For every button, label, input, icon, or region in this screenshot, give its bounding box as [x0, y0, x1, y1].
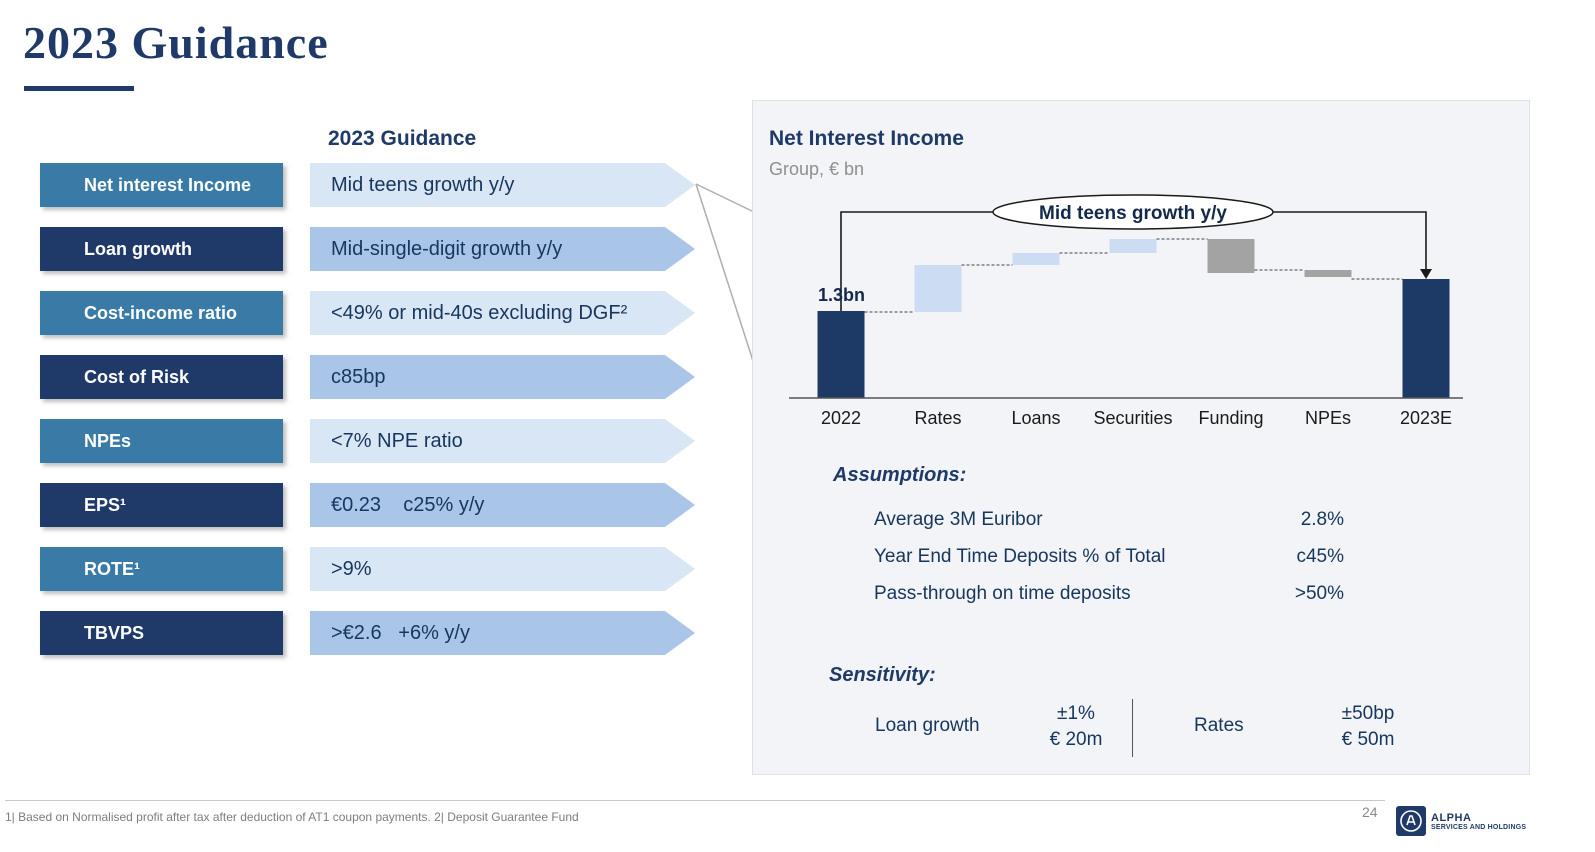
guidance-row-value-arrow: >€2.6 +6% y/y: [310, 611, 695, 655]
guidance-row-label: TBVPS: [40, 611, 283, 655]
assumption-label: Average 3M Euribor: [874, 508, 1043, 530]
guidance-row-value-arrow: €0.23 c25% y/y: [310, 483, 695, 527]
footnote: 1| Based on Normalised profit after tax …: [5, 810, 579, 824]
guidance-row: Loan growth Mid-single-digit growth y/y: [40, 227, 700, 271]
panel-subtitle: Group, € bn: [769, 159, 865, 179]
alpha-logo-icon: [1396, 806, 1426, 836]
logo-line1: ALPHA: [1431, 811, 1472, 824]
guidance-row-value-arrow: <7% NPE ratio: [310, 419, 695, 463]
guidance-row: Net interest Income Mid teens growth y/y: [40, 163, 700, 207]
svg-text:Securities: Securities: [1093, 408, 1172, 428]
guidance-row-value-arrow: >9%: [310, 547, 695, 591]
svg-text:NPEs: NPEs: [1305, 408, 1351, 428]
sensitivity-value-loan-growth: ±1% € 20m: [1001, 701, 1151, 753]
page-number: 24: [1362, 804, 1378, 820]
footer-divider: [5, 800, 1385, 801]
page-title: 2023 Guidance: [23, 17, 329, 68]
svg-text:Loans: Loans: [1011, 408, 1060, 428]
sensitivity-value-line: € 50m: [1341, 729, 1395, 750]
guidance-row-label: NPEs: [40, 419, 283, 463]
guidance-row-label: Cost of Risk: [40, 355, 283, 399]
assumption-row: Average 3M Euribor 2.8%: [874, 501, 1344, 538]
guidance-row-label: Cost-income ratio: [40, 291, 283, 335]
assumptions-heading: Assumptions:: [833, 464, 967, 486]
guidance-row: TBVPS >€2.6 +6% y/y: [40, 611, 700, 655]
waterfall-chart: 2022 Rates Loans Securities Funding NPEs 2023E…: [789, 194, 1463, 428]
assumption-label: Pass-through on time deposits: [874, 582, 1131, 604]
guidance-column-header: 2023 Guidance: [328, 127, 477, 150]
assumptions-list: Average 3M Euribor 2.8% Year End Time De…: [874, 501, 1344, 612]
logo-text: ALPHA SERVICES AND HOLDINGS: [1431, 812, 1526, 831]
sensitivity-value-line: ±50bp: [1341, 703, 1395, 724]
sensitivity-heading: Sensitivity:: [829, 664, 936, 686]
guidance-row-value-arrow: c85bp: [310, 355, 695, 399]
sensitivity-divider: [1132, 699, 1133, 757]
guidance-row: Cost of Risk c85bp: [40, 355, 700, 399]
guidance-row: ROTE¹ >9%: [40, 547, 700, 591]
guidance-row-label: ROTE¹: [40, 547, 283, 591]
guidance-row-label: EPS¹: [40, 483, 283, 527]
assumption-value: c45%: [1296, 545, 1344, 567]
assumption-value: >50%: [1294, 582, 1344, 604]
svg-text:Funding: Funding: [1198, 408, 1263, 428]
assumption-row: Pass-through on time deposits >50%: [874, 575, 1344, 612]
assumption-label: Year End Time Deposits % of Total: [874, 545, 1166, 567]
assumption-row: Year End Time Deposits % of Total c45%: [874, 538, 1344, 575]
guidance-row-value-arrow: Mid teens growth y/y: [310, 163, 695, 207]
guidance-row-value-arrow: <49% or mid-40s excluding DGF²: [310, 291, 695, 335]
guidance-row: EPS¹ €0.23 c25% y/y: [40, 483, 700, 527]
assumption-value: 2.8%: [1300, 508, 1344, 530]
sensitivity-value-line: € 20m: [1049, 729, 1103, 750]
panel-title: Net Interest Income: [769, 127, 964, 150]
guidance-row-label: Loan growth: [40, 227, 283, 271]
nii-panel: Net Interest Income Group, € bn 2022 Rate…: [752, 100, 1530, 775]
guidance-row-value-arrow: Mid-single-digit growth y/y: [310, 227, 695, 271]
svg-text:1.3bn: 1.3bn: [818, 285, 865, 305]
guidance-table: Net interest Income Mid teens growth y/y…: [40, 163, 700, 675]
callout-connector: [695, 183, 755, 365]
guidance-row-label: Net interest Income: [40, 163, 283, 207]
title-underline: [24, 86, 134, 91]
guidance-row: Cost-income ratio <49% or mid-40s exclud…: [40, 291, 700, 335]
svg-text:2023E: 2023E: [1400, 408, 1452, 428]
sensitivity-label-rates: Rates: [1194, 715, 1244, 736]
sensitivity-value-rates: ±50bp € 50m: [1293, 701, 1443, 753]
svg-text:2022: 2022: [821, 408, 861, 428]
svg-text:Mid teens growth y/y: Mid teens growth y/y: [1039, 203, 1227, 224]
company-logo: ALPHA SERVICES AND HOLDINGS: [1396, 806, 1526, 836]
svg-text:Rates: Rates: [914, 408, 961, 428]
guidance-row: NPEs <7% NPE ratio: [40, 419, 700, 463]
logo-line2: SERVICES AND HOLDINGS: [1431, 823, 1527, 831]
sensitivity-value-line: ±1%: [1057, 703, 1095, 724]
sensitivity-label-loan-growth: Loan growth: [875, 715, 980, 736]
